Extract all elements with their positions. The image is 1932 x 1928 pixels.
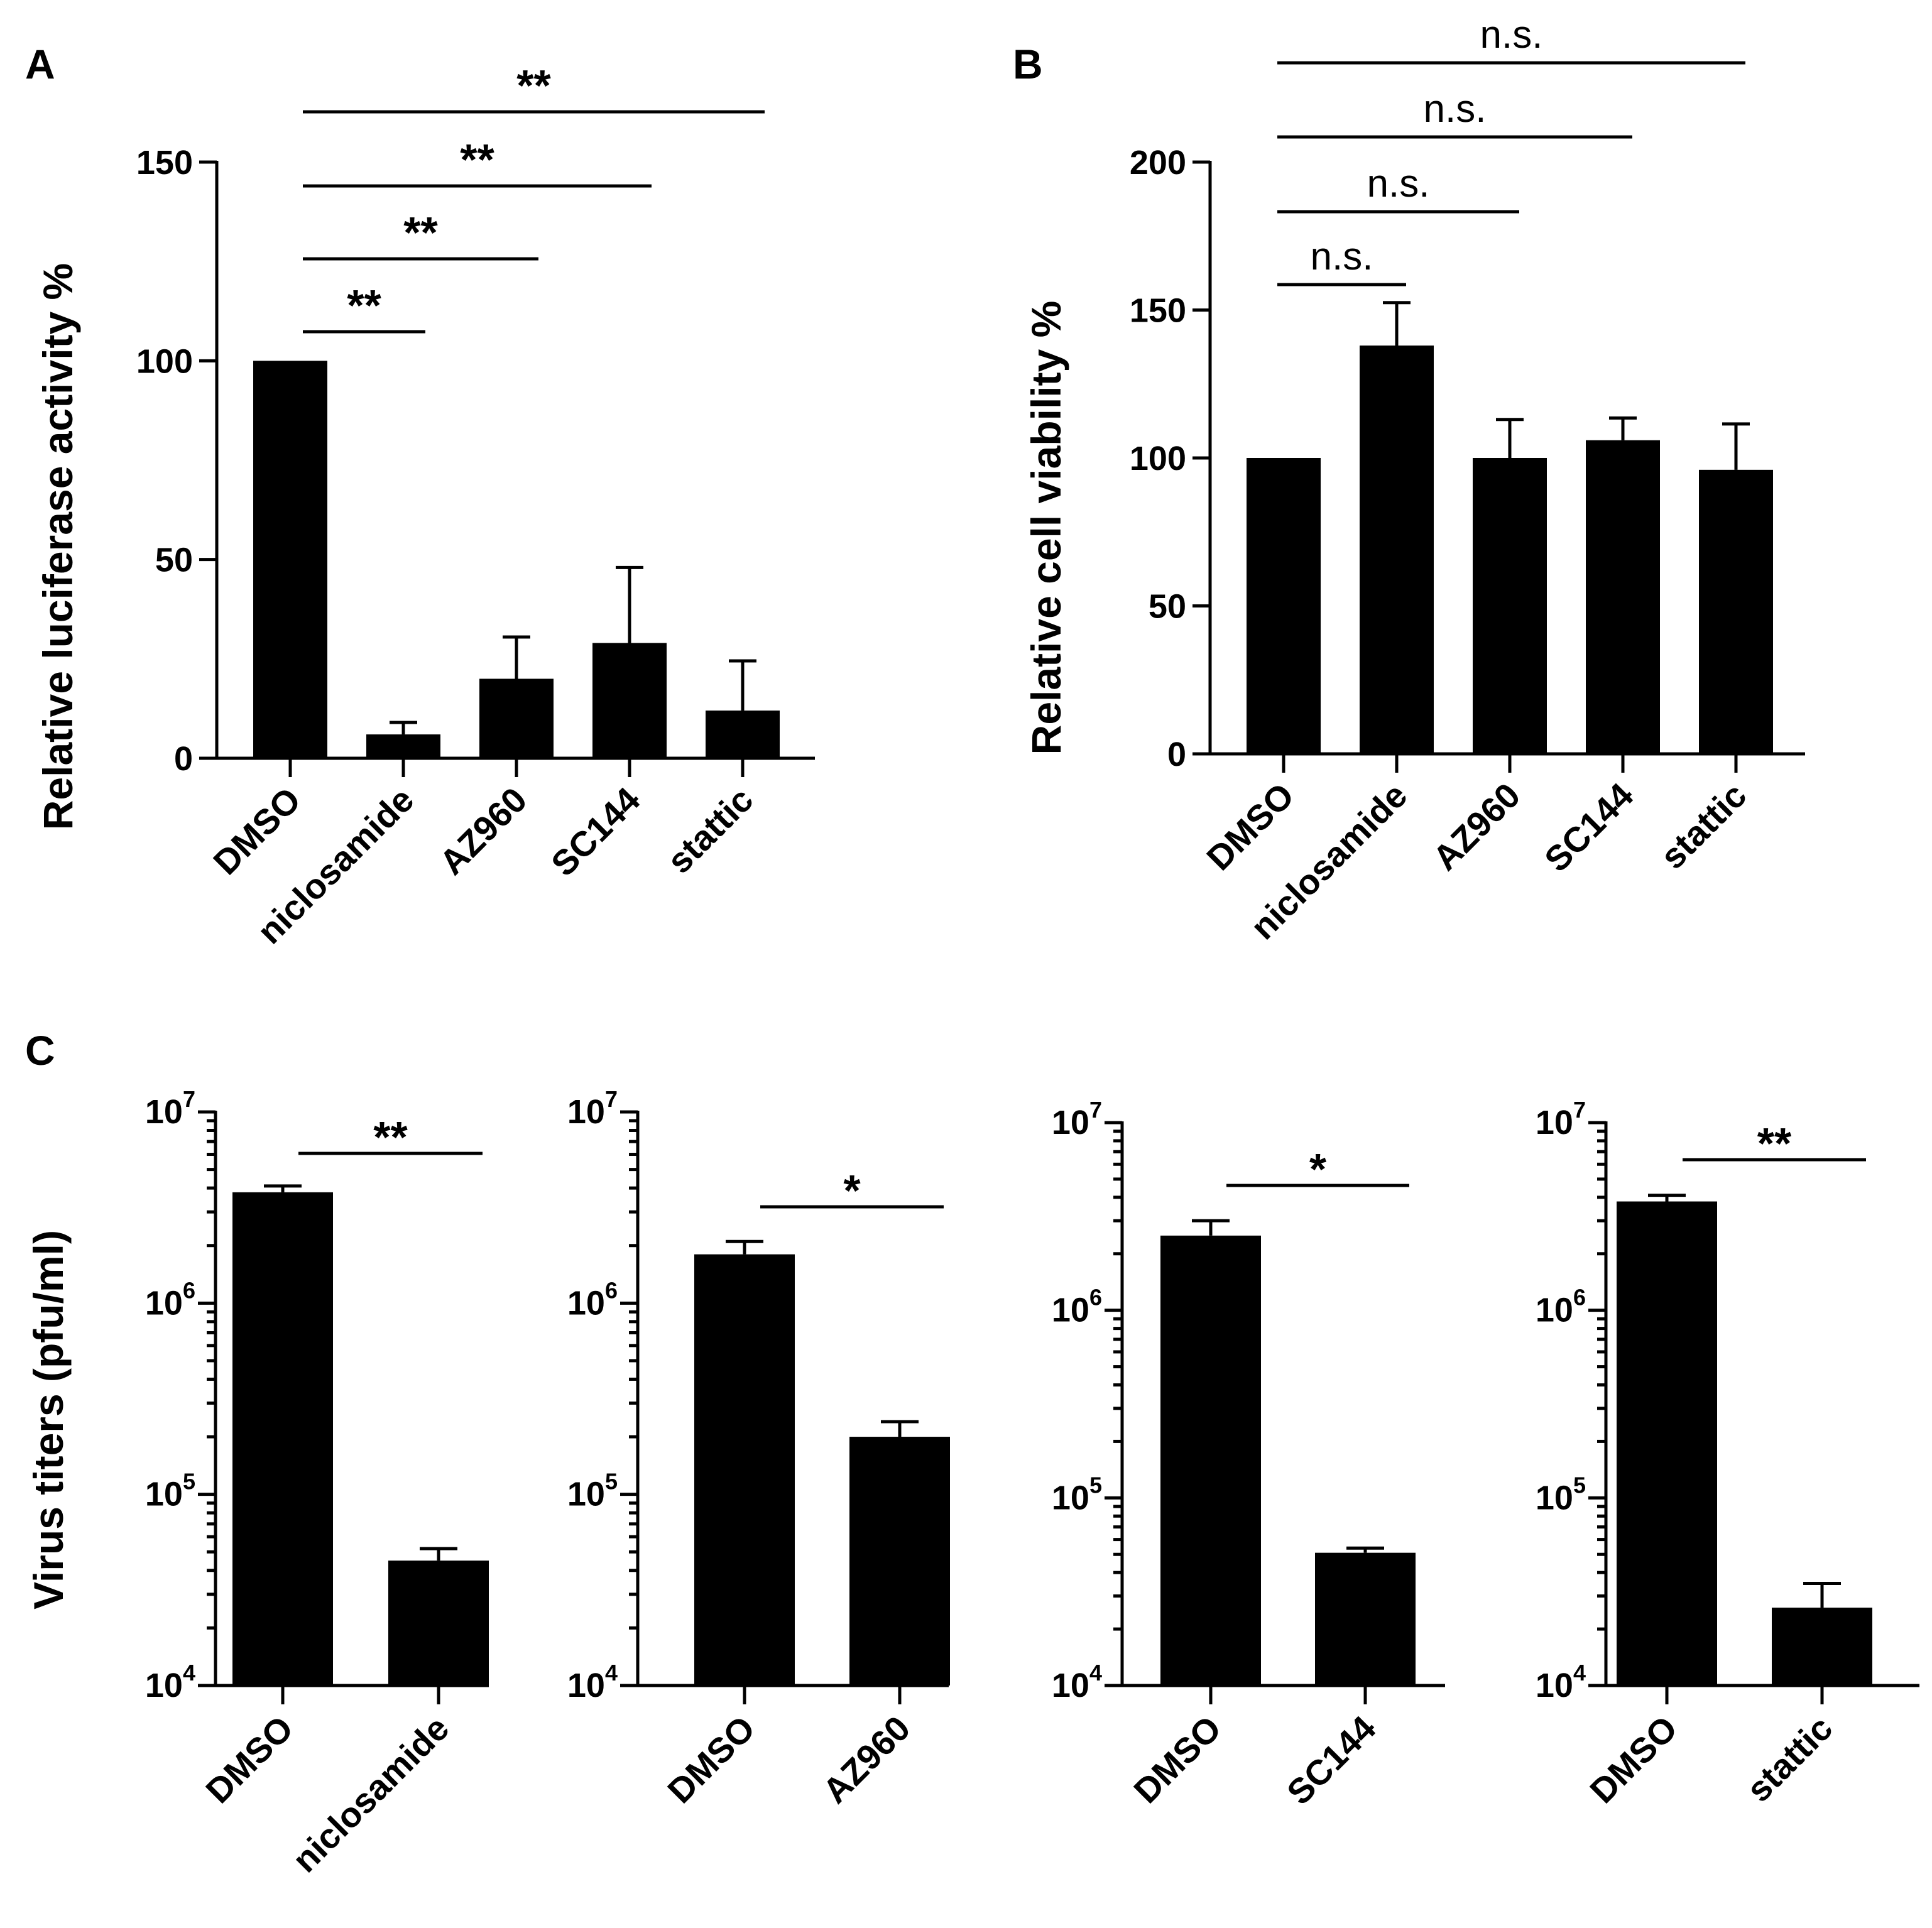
bar-niclosamide [1360, 346, 1434, 754]
bar-dmso [694, 1254, 795, 1686]
bar-stattic [1699, 469, 1773, 754]
y-tick-label: 104 [567, 1660, 618, 1704]
bar-dmso [1617, 1201, 1717, 1686]
x-category-label: DMSO [198, 1708, 300, 1811]
y-tick-label: 105 [1536, 1472, 1586, 1517]
bar-az960 [1473, 458, 1547, 754]
y-tick-label: 105 [1052, 1472, 1102, 1517]
y-tick-label: 107 [145, 1086, 195, 1131]
y-tick-label: 104 [1536, 1660, 1586, 1704]
y-tick-label: 100 [136, 342, 193, 380]
bar-niclosamide [366, 734, 440, 758]
y-tick-label: 107 [1052, 1097, 1102, 1141]
bar-stattic [1772, 1608, 1872, 1686]
x-category-label: stattic [1738, 1708, 1840, 1809]
bar-stattic [706, 711, 780, 758]
x-category-label: SC144 [543, 780, 648, 884]
x-category-label: DMSO [1199, 775, 1301, 878]
bar-sc144 [592, 643, 667, 758]
bar-dmso [253, 361, 327, 758]
bar-az960 [849, 1437, 950, 1686]
x-category-label: stattic [1652, 775, 1754, 876]
x-category-label: DMSO [1126, 1708, 1228, 1811]
panel-letter-b: B [1013, 41, 1043, 87]
significance-label: ** [460, 135, 494, 184]
x-category-label: DMSO [205, 780, 308, 882]
y-axis-label-c: Virus titers (pfu/ml) [25, 1230, 72, 1609]
y-tick-label: 150 [1130, 292, 1186, 330]
x-category-label: DMSO [660, 1708, 762, 1811]
x-category-label: DMSO [1582, 1708, 1684, 1811]
y-axis-label-a: Relative luciferase activity % [35, 263, 81, 830]
plot-area-c: 104105106107DMSOniclosamide**10410510610… [145, 1086, 1919, 1880]
significance-label: * [1309, 1145, 1327, 1194]
y-axis-label-b: Relative cell viability % [1023, 301, 1069, 755]
bar-sc144 [1315, 1552, 1416, 1686]
significance-label: * [843, 1166, 861, 1215]
panel-letter-c: C [25, 1027, 55, 1074]
bar-niclosamide [388, 1560, 489, 1686]
significance-label: n.s. [1311, 235, 1373, 278]
y-tick-label: 104 [1052, 1660, 1102, 1704]
significance-label: n.s. [1480, 13, 1543, 57]
x-category-label: SC144 [1537, 775, 1641, 880]
y-tick-label: 105 [567, 1469, 618, 1513]
x-category-label: AZ960 [1425, 775, 1527, 878]
significance-label: n.s. [1424, 87, 1487, 131]
x-category-label: AZ960 [432, 780, 534, 882]
y-tick-label: 0 [1167, 736, 1186, 773]
x-category-label: stattic [659, 780, 760, 881]
bar-dmso [1247, 458, 1321, 754]
bar-sc144 [1586, 440, 1660, 754]
x-category-label: niclosamide [285, 1708, 456, 1880]
x-category-label: AZ960 [815, 1708, 917, 1811]
bar-dmso [1160, 1235, 1261, 1686]
panel-b: B Relative cell viability % 0 50 100 150 200… [1013, 13, 1805, 947]
bar-dmso [232, 1192, 333, 1686]
significance-label: ** [347, 281, 381, 330]
y-tick-label: 107 [1536, 1097, 1586, 1141]
subplot-3: 104 105 106 107 DMSO SC144 * [1052, 1097, 1445, 1812]
y-tick-label: 100 [1130, 440, 1186, 477]
bar-az960 [479, 678, 554, 758]
y-tick-label: 106 [567, 1277, 618, 1322]
significance-label: ** [403, 208, 438, 257]
significance-label: ** [373, 1113, 408, 1162]
y-tick-label: 200 [1130, 144, 1186, 182]
y-tick-label: 0 [174, 740, 193, 778]
panel-letter-a: A [25, 41, 55, 87]
y-tick-label: 50 [1149, 588, 1186, 626]
x-category-label: SC144 [1279, 1708, 1384, 1812]
y-tick-label: 150 [136, 144, 193, 182]
panel-a: A Relative luciferase activity % 0 50 100 1… [25, 41, 815, 951]
subplot-4: 104 105 106 107 DMSO stattic ** [1536, 1097, 1919, 1811]
y-tick-label: 50 [155, 542, 193, 579]
y-tick-label: 106 [1536, 1285, 1586, 1329]
y-tick-label: 104 [145, 1660, 195, 1704]
y-tick-label: 106 [145, 1277, 195, 1322]
panel-c: C Virus titers (pfu/ml) 104 105 106 107 DMSO… [25, 1027, 1919, 1880]
significance-label: ** [516, 61, 551, 110]
y-tick-label: 105 [145, 1469, 195, 1513]
significance-label: ** [1757, 1119, 1792, 1168]
y-tick-label: 107 [567, 1086, 618, 1131]
subplot-2: 104 105 106 107 DMSO AZ960 * [567, 1086, 950, 1811]
significance-label: n.s. [1367, 162, 1430, 205]
y-tick-label: 106 [1052, 1285, 1102, 1329]
